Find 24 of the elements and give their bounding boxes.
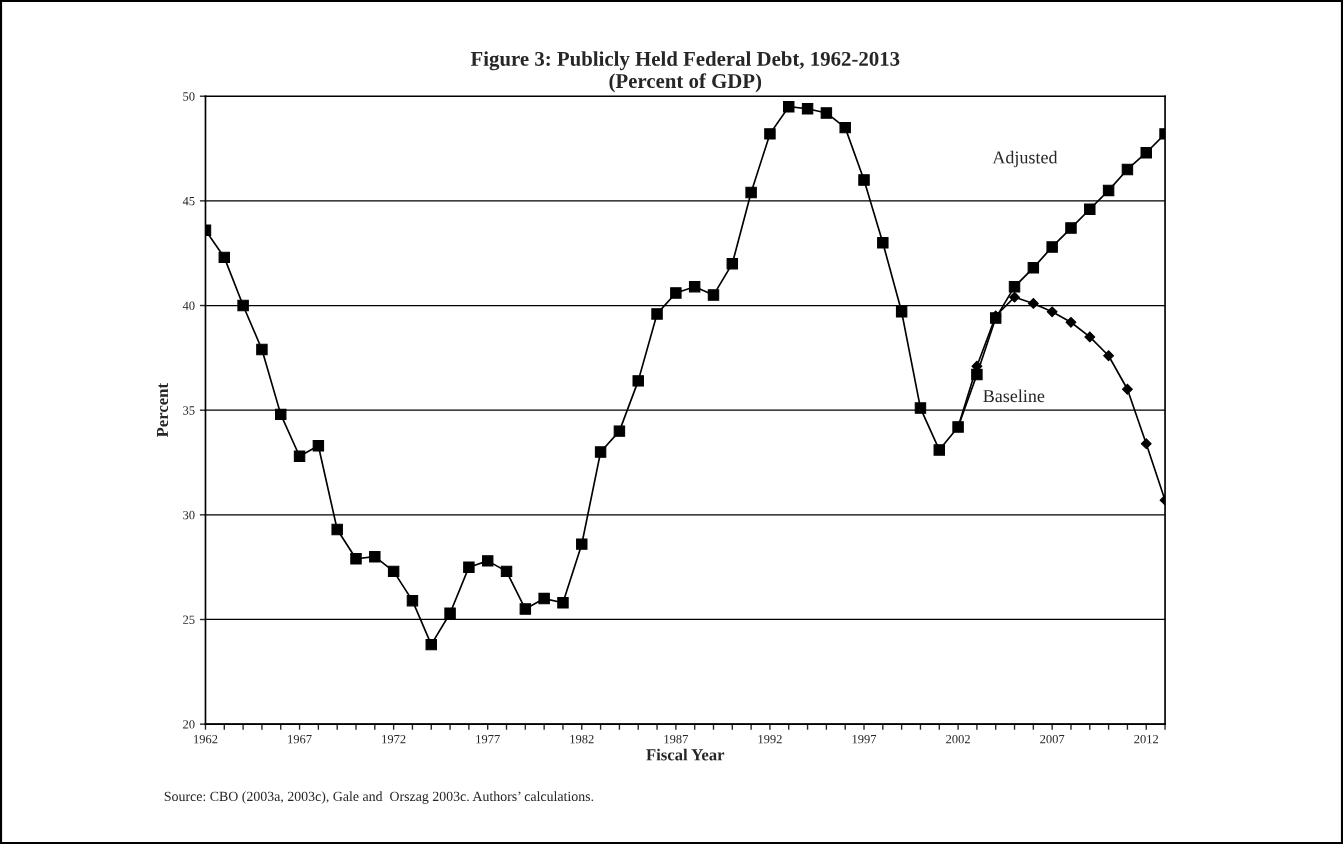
y-tick-label: 30: [183, 510, 195, 520]
y-tick-label: 25: [183, 615, 195, 624]
y-tick-label: 50: [183, 92, 195, 101]
chart-title: Figure 3: Publicly Held Federal Debt, 1962-2013 (Percent of GDP): [470, 51, 900, 93]
x-tick-label: 1982: [570, 734, 594, 744]
x-tick-label: 1992: [758, 734, 782, 744]
y-axis-title: Percent: [156, 383, 169, 438]
y-tick-label: 45: [182, 196, 195, 206]
x-tick-label: 1987: [664, 734, 688, 744]
text: Adjusted: [992, 150, 1058, 168]
x-tick-label: 1997: [852, 734, 877, 744]
x-tick-label: 1972: [382, 734, 406, 744]
x-tick-label: 2007: [1040, 734, 1065, 744]
x-tick-label: 1967: [288, 734, 312, 744]
x-tick-label: 2002: [946, 734, 970, 744]
x-tick-label: 1977: [476, 734, 500, 744]
y-tick-label: 35: [183, 406, 195, 415]
x-tick-label: 1962: [194, 734, 218, 744]
series-label: Baseline: [983, 389, 1045, 403]
x-axis-title: Fiscal Year: [646, 748, 725, 761]
source-note: Source: CBO (2003a, 2003c), Gale and Orszag 2003c. Authors’ calculations.: [164, 791, 594, 804]
x-tick-label: 2012: [1134, 734, 1159, 744]
y-tick-label: 40: [182, 301, 195, 310]
y-tick-label: 20: [183, 720, 195, 729]
